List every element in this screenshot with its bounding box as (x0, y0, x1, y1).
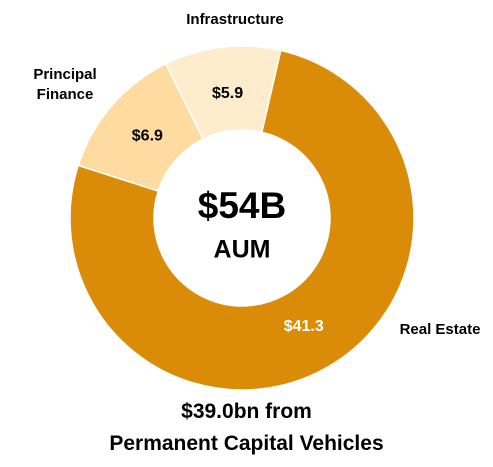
donut-hole (154, 130, 330, 306)
category-label: Real Estate (399, 321, 481, 338)
category-label: Infrastructure (186, 11, 284, 28)
caption-line: Permanent Capital Vehicles (109, 432, 384, 455)
caption-line: $39.0bn from (181, 400, 312, 423)
center-label: $54B (198, 185, 286, 226)
value-label: $41.3 (284, 318, 324, 335)
category-label: Principal Finance (33, 66, 97, 103)
center-sublabel: AUM (214, 236, 271, 264)
value-label: $5.9 (212, 85, 243, 102)
value-label: $6.9 (132, 128, 163, 145)
